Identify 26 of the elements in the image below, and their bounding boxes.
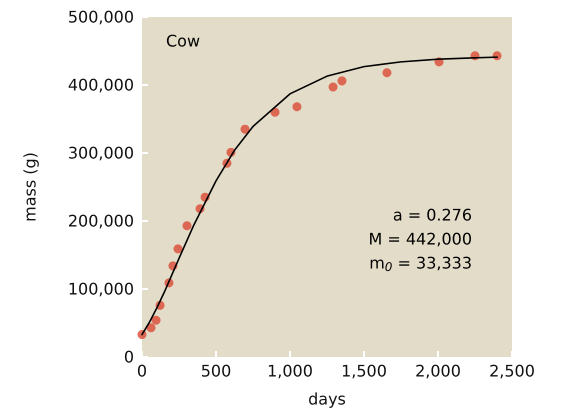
x-tick-label: 500 [200,362,232,380]
point [152,316,161,325]
point [173,244,182,254]
annotation: M = 442,000 [368,230,472,248]
y-axis-title: mass (g) [20,152,40,222]
x-tick-label: 2,000 [415,362,461,380]
y-tick-label: 100,000 [68,280,134,298]
y-tick-label: 500,000 [68,8,134,26]
point [240,124,250,134]
y-tick-label: 200,000 [68,212,134,230]
y-tick-label: 400,000 [68,76,134,94]
x-tick-label: 0 [136,362,148,380]
x-tick-label: 1,000 [267,362,313,380]
point [146,323,156,332]
x-tick-label: 1,500 [341,362,387,380]
y-tick-label: 300,000 [68,144,134,162]
annotation: Cow [166,32,200,50]
y-tick-label: 0 [124,348,134,366]
x-tick-label: 2,500 [489,362,535,380]
point [292,102,302,112]
point [182,221,192,230]
x-axis-title: days [308,390,346,408]
point [337,76,346,86]
point [328,82,338,92]
point [382,68,392,78]
annotation: a = 0.276 [392,206,472,224]
